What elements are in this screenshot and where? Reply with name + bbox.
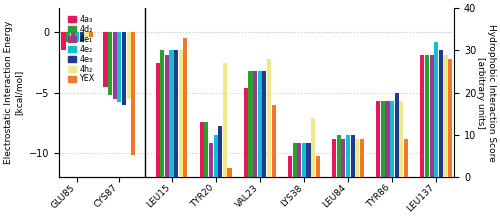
Bar bbox=[170, 50, 173, 177]
Bar bbox=[439, 50, 443, 177]
Bar bbox=[258, 72, 262, 177]
Bar bbox=[420, 54, 424, 177]
Bar bbox=[209, 143, 213, 177]
Bar bbox=[355, 139, 360, 177]
Bar bbox=[360, 139, 364, 177]
Bar bbox=[434, 42, 438, 177]
Bar bbox=[394, 92, 399, 177]
Bar bbox=[214, 135, 218, 177]
Bar bbox=[262, 72, 266, 177]
Bar bbox=[381, 101, 385, 177]
Bar bbox=[316, 156, 320, 177]
Y-axis label: Hydrophobic Interaction Score
[arbitrary units]: Hydrophobic Interaction Score [arbitrary… bbox=[476, 24, 496, 161]
Bar bbox=[267, 59, 271, 177]
Bar bbox=[160, 50, 164, 177]
Bar bbox=[66, 32, 70, 42]
Bar bbox=[118, 32, 122, 102]
Bar bbox=[174, 50, 178, 177]
Bar bbox=[253, 72, 257, 177]
Bar bbox=[84, 32, 88, 38]
Bar bbox=[112, 32, 117, 99]
Bar bbox=[131, 32, 136, 155]
Bar bbox=[248, 72, 252, 177]
Bar bbox=[228, 169, 232, 177]
Bar bbox=[156, 63, 160, 177]
Bar bbox=[89, 32, 93, 37]
Bar bbox=[70, 32, 74, 41]
Bar bbox=[122, 32, 126, 105]
Bar bbox=[336, 135, 341, 177]
Bar bbox=[430, 54, 434, 177]
Bar bbox=[404, 139, 408, 177]
Bar bbox=[184, 38, 188, 177]
Bar bbox=[62, 32, 66, 50]
Bar bbox=[332, 139, 336, 177]
Bar bbox=[292, 143, 296, 177]
Bar bbox=[386, 101, 390, 177]
Bar bbox=[306, 143, 310, 177]
Bar bbox=[178, 50, 183, 177]
Bar bbox=[244, 88, 248, 177]
Bar bbox=[108, 32, 112, 95]
Bar bbox=[126, 32, 130, 99]
Bar bbox=[104, 32, 108, 87]
Bar bbox=[350, 135, 354, 177]
Legend: 4a₃, 4d₂, 4e₁, 4e₂, 4e₃, 4h₂, YEX: 4a₃, 4d₂, 4e₁, 4e₂, 4e₃, 4h₂, YEX bbox=[67, 14, 96, 84]
Bar bbox=[390, 101, 394, 177]
Bar bbox=[75, 32, 80, 42]
Bar bbox=[444, 54, 448, 177]
Bar bbox=[342, 139, 345, 177]
Y-axis label: Electrostatic Interaction Energy
[kcal/mol]: Electrostatic Interaction Energy [kcal/m… bbox=[4, 21, 24, 164]
Bar bbox=[165, 54, 169, 177]
Bar bbox=[288, 156, 292, 177]
Bar bbox=[80, 32, 84, 42]
Bar bbox=[272, 105, 276, 177]
Bar bbox=[311, 118, 315, 177]
Bar bbox=[448, 59, 452, 177]
Bar bbox=[223, 63, 227, 177]
Bar bbox=[200, 122, 204, 177]
Bar bbox=[302, 143, 306, 177]
Bar bbox=[376, 101, 380, 177]
Bar bbox=[297, 143, 302, 177]
Bar bbox=[400, 101, 404, 177]
Bar bbox=[204, 122, 208, 177]
Bar bbox=[346, 135, 350, 177]
Bar bbox=[218, 126, 222, 177]
Bar bbox=[425, 54, 429, 177]
